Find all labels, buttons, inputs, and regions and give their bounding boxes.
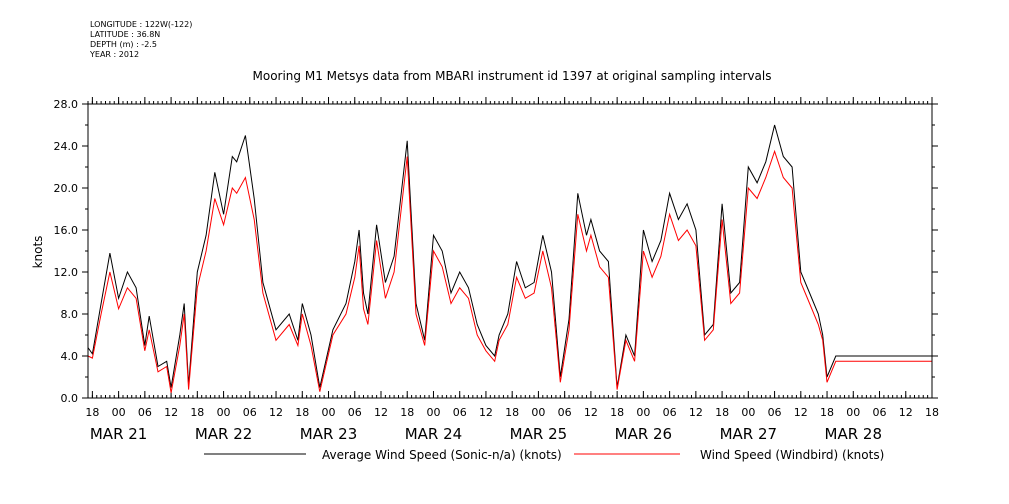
x-hour-label: 12 [584, 406, 598, 419]
x-hour-label: 06 [138, 406, 152, 419]
x-hour-label: 18 [400, 406, 414, 419]
x-hour-label: 00 [741, 406, 755, 419]
x-day-label: MAR 21 [90, 425, 147, 443]
x-hour-label: 18 [820, 406, 834, 419]
depth-text: DEPTH (m) : -2.5 [90, 40, 157, 49]
x-hour-label: 00 [846, 406, 860, 419]
x-hour-label: 12 [794, 406, 808, 419]
x-day-label: MAR 26 [615, 425, 672, 443]
series-line-average-wind-speed [87, 124, 932, 388]
series-line-windbird-wind-speed [87, 149, 932, 393]
x-day-label: MAR 28 [825, 425, 882, 443]
plot-frame [87, 103, 933, 399]
x-hour-label: 12 [374, 406, 388, 419]
y-tick-label: 8.0 [61, 308, 79, 321]
y-tick-label: 28.0 [54, 98, 79, 111]
y-tick-label: 12.0 [54, 266, 79, 279]
series-layer [87, 124, 932, 393]
x-hour-label: 06 [348, 406, 362, 419]
chart-title: Mooring M1 Metsys data from MBARI instru… [253, 69, 772, 83]
y-tick-label: 20.0 [54, 182, 79, 195]
latitude-text: LATITUDE : 36.8N [90, 30, 161, 39]
x-hour-label: 00 [112, 406, 126, 419]
x-hour-label: 00 [322, 406, 336, 419]
y-tick-label: 0.0 [61, 392, 79, 405]
x-hour-label: 12 [164, 406, 178, 419]
legend-label-windbird-wind-speed: Wind Speed (Windbird) (knots) [700, 448, 884, 462]
year-text: YEAR : 2012 [90, 50, 140, 59]
x-day-label: MAR 22 [195, 425, 252, 443]
y-tick-label: 24.0 [54, 140, 79, 153]
x-hour-label: 00 [531, 406, 545, 419]
x-hour-label: 18 [190, 406, 204, 419]
x-hour-label: 18 [715, 406, 729, 419]
x-axis: 18 00 06 12 18 00 06 12 18 00 06 12 18 00 06 12 18 00 06 12… [85, 97, 939, 443]
y-axis-label: knots [31, 236, 45, 269]
x-hour-label: 06 [768, 406, 782, 419]
x-hour-label: 18 [85, 406, 99, 419]
x-hour-label: 00 [217, 406, 231, 419]
x-hour-label: 00 [426, 406, 440, 419]
x-hour-label: 18 [925, 406, 939, 419]
x-day-label: MAR 23 [300, 425, 357, 443]
x-hour-label: 18 [295, 406, 309, 419]
x-hour-label: 18 [610, 406, 624, 419]
longitude-text: LONGITUDE : 122W(-122) [90, 20, 193, 29]
x-hour-label: 06 [453, 406, 467, 419]
legend: Average Wind Speed (Sonic-n/a) (knots) Wi… [204, 448, 884, 462]
x-hour-label: 06 [663, 406, 677, 419]
x-hour-label: 06 [558, 406, 572, 419]
x-hour-label: 06 [243, 406, 257, 419]
x-hour-label: 12 [269, 406, 283, 419]
x-hour-label: 12 [689, 406, 703, 419]
y-tick-label: 4.0 [61, 350, 79, 363]
x-hour-label: 18 [505, 406, 519, 419]
x-hour-label: 12 [899, 406, 913, 419]
x-hour-label: 12 [479, 406, 493, 419]
x-day-label: MAR 24 [405, 425, 462, 443]
x-hour-label: 06 [873, 406, 887, 419]
x-day-label: MAR 27 [720, 425, 777, 443]
legend-label-average-wind-speed: Average Wind Speed (Sonic-n/a) (knots) [322, 448, 562, 462]
y-tick-label: 16.0 [54, 224, 79, 237]
x-day-label: MAR 25 [510, 425, 567, 443]
x-hour-label: 00 [636, 406, 650, 419]
y-axis: 0.0 4.0 8.0 12.0 16.0 20.0 24.0 28.0 [54, 98, 938, 405]
station-metadata: LONGITUDE : 122W(-122) LATITUDE : 36.8N … [90, 20, 192, 60]
